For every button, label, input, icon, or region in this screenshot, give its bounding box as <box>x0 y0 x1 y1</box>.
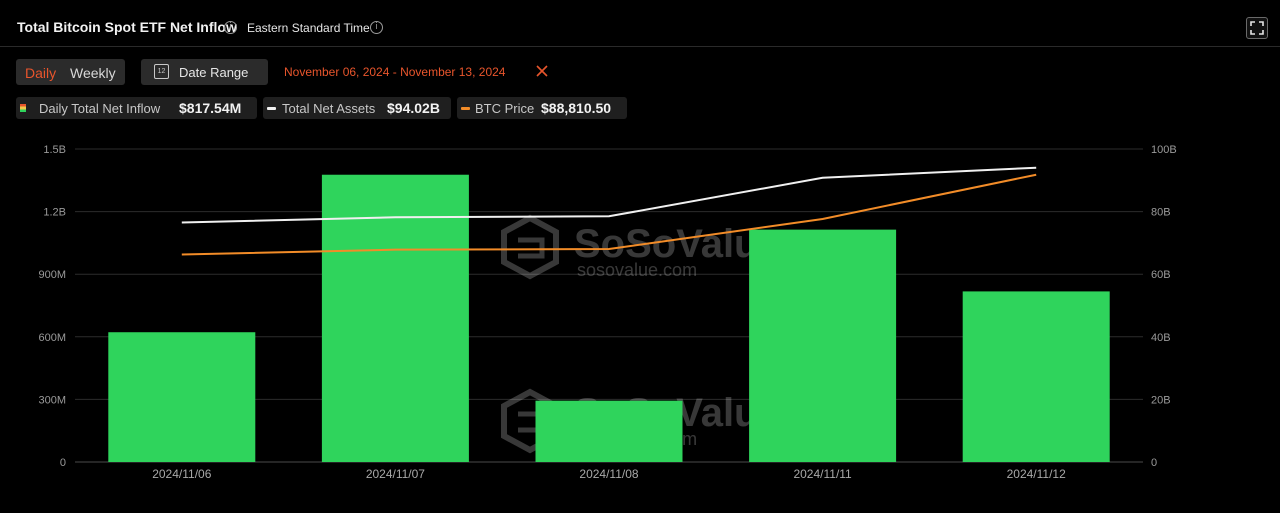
left-axis-ticks: 0 300M 600M 900M 1.2B 1.5B <box>38 144 66 469</box>
right-tick-label: 0 <box>1151 457 1157 469</box>
timezone-info-icon[interactable]: i <box>370 21 383 34</box>
inflow-bar <box>749 229 897 462</box>
x-tick-label: 2024/11/12 <box>1007 467 1066 481</box>
weekly-tab[interactable]: Weekly <box>70 65 116 81</box>
bar-series-swatch-icon <box>20 104 26 112</box>
x-axis-ticks: 2024/11/06 2024/11/07 2024/11/08 2024/11/11… <box>152 467 1066 481</box>
calendar-icon: 12 <box>154 64 169 79</box>
left-tick-label: 1.2B <box>43 207 66 219</box>
legend-value: $817.54M <box>179 100 242 116</box>
fullscreen-button[interactable] <box>1246 17 1268 39</box>
legend-name: BTC Price <box>475 101 535 116</box>
left-tick-label: 300M <box>38 394 66 406</box>
right-tick-label: 20B <box>1151 394 1171 406</box>
date-range-button[interactable]: 12 Date Range <box>141 59 268 85</box>
btc-price-line <box>181 173 1037 256</box>
inflow-bar <box>321 174 469 462</box>
legend-name: Total Net Assets <box>282 101 376 116</box>
x-tick-label: 2024/11/07 <box>366 467 425 481</box>
x-tick-label: 2024/11/08 <box>579 467 638 481</box>
title-info-icon[interactable]: i <box>224 21 237 34</box>
left-tick-label: 1.5B <box>43 144 66 156</box>
chart-header: Total Bitcoin Spot ETF Net Inflow i East… <box>0 0 1280 47</box>
left-tick-label: 600M <box>38 332 66 344</box>
legend-btc-price[interactable]: BTC Price $88,810.50 <box>457 97 627 119</box>
period-toggle: Daily Weekly <box>16 59 125 85</box>
white-line-swatch-icon <box>267 107 276 110</box>
legend-value: $94.02B <box>387 100 440 116</box>
orange-line-swatch-icon <box>461 107 470 110</box>
legend-daily-net-inflow[interactable]: Daily Total Net Inflow $817.54M <box>16 97 257 119</box>
inflow-bar <box>535 400 683 462</box>
x-tick-label: 2024/11/06 <box>152 467 211 481</box>
left-tick-label: 0 <box>60 457 66 469</box>
inflow-bar <box>108 332 256 462</box>
date-range-label: Date Range <box>179 65 249 80</box>
x-tick-label: 2024/11/11 <box>793 467 852 481</box>
net-assets-line <box>181 166 1037 224</box>
right-tick-label: 40B <box>1151 332 1171 344</box>
sosovalue-logo-icon <box>501 214 559 280</box>
timezone-label: Eastern Standard Time <box>247 21 370 35</box>
right-tick-label: 80B <box>1151 207 1171 219</box>
daily-tab[interactable]: Daily <box>25 65 57 81</box>
selected-date-range: November 06, 2024 - November 13, 2024 <box>284 65 506 79</box>
watermark-url: sosovalue.com <box>577 260 697 280</box>
right-tick-label: 100B <box>1151 144 1177 156</box>
right-axis-ticks: 0 20B 40B 60B 80B 100B <box>1151 144 1177 469</box>
chart-title: Total Bitcoin Spot ETF Net Inflow <box>17 19 237 35</box>
clear-date-range-icon[interactable] <box>535 64 549 78</box>
legend-name: Daily Total Net Inflow <box>39 101 161 116</box>
fullscreen-icon <box>1250 21 1264 35</box>
inflow-bars <box>108 174 1110 462</box>
legend-value: $88,810.50 <box>541 100 612 116</box>
series-lines <box>181 166 1037 256</box>
inflow-bar <box>962 291 1110 462</box>
left-tick-label: 900M <box>38 269 66 281</box>
legend-total-net-assets[interactable]: Total Net Assets $94.02B <box>263 97 451 119</box>
right-tick-label: 60B <box>1151 269 1171 281</box>
